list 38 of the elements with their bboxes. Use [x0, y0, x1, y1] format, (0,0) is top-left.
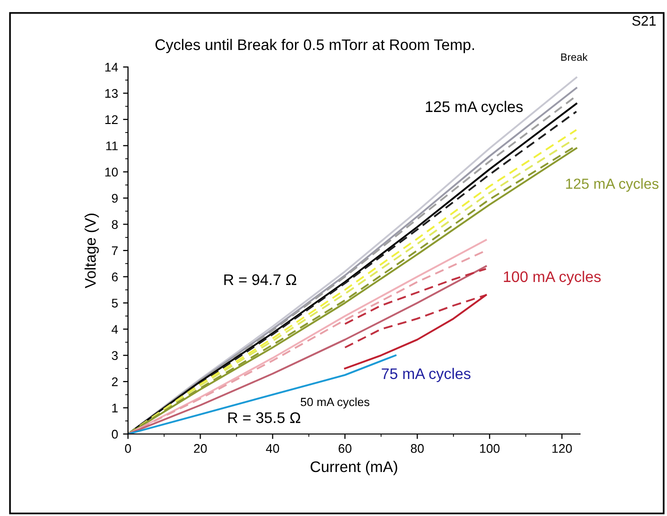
y-tick-label: 8 — [112, 220, 118, 229]
y-tick-label: 3 — [112, 351, 118, 360]
y-tick-label: 1 — [112, 404, 118, 412]
y-tick-label: 4 — [112, 325, 118, 334]
annotation: R = 35.5 Ω — [228, 412, 300, 424]
y-tick-label: 10 — [105, 168, 118, 177]
chart-title: Cycles until Break for 0.5 mTorr at Room Temp. — [155, 38, 474, 54]
annotation: R = 94.7 Ω — [224, 274, 296, 286]
annotation: 125 mA cycles — [566, 178, 658, 192]
line-series — [344, 268, 487, 325]
line-series — [344, 294, 487, 370]
y-tick-label: 5 — [112, 298, 118, 308]
text: Break — [561, 53, 588, 61]
y-tick-label: 7 — [112, 246, 118, 256]
y-axis-title: Voltage (V) — [84, 214, 99, 288]
x-tick-label: 20 — [194, 444, 207, 453]
y-tick-label: 11 — [106, 142, 118, 150]
y-tick-label: 0 — [112, 430, 118, 439]
x-tick-label: 0 — [125, 444, 131, 453]
y-tick-label: 2 — [112, 377, 118, 386]
annotation: 50 mA cycles — [300, 397, 370, 409]
line-series — [344, 294, 487, 348]
x-axis-title: Current (mA) — [310, 460, 398, 476]
y-tick-label: 12 — [105, 115, 118, 124]
x-tick-label: 100 — [480, 444, 500, 453]
x-tick-label: 120 — [552, 444, 572, 453]
annotation: 125 mA cycles — [426, 100, 523, 116]
y-tick-label: 6 — [112, 272, 118, 282]
y-tick-label: 13 — [105, 89, 118, 98]
line-series — [128, 354, 396, 434]
x-tick-label: 80 — [410, 444, 424, 453]
annotation: 100 mA cycles — [504, 270, 601, 286]
text: S21 — [632, 16, 656, 26]
y-tick-label: 9 — [112, 194, 118, 203]
annotation: 75 mA cycles — [382, 368, 470, 382]
x-tick-label: 60 — [338, 444, 352, 453]
y-tick-label: 14 — [105, 62, 118, 72]
x-tick-label: 40 — [266, 444, 280, 453]
